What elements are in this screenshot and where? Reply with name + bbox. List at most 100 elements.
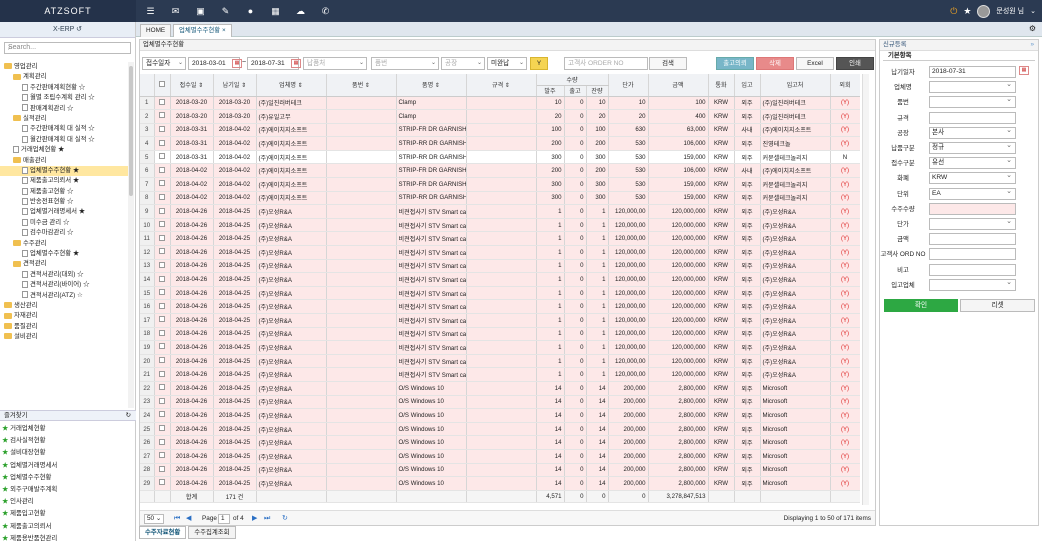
page-number-input[interactable]: 1 (218, 514, 230, 524)
table-row[interactable]: 21 2018-04-26 2018-04-25 (주)오성R&A 비젼접사기 STV … (140, 367, 860, 382)
refresh-icon[interactable]: ↻ (125, 412, 131, 419)
ship-request-button[interactable]: 출고의뢰 (716, 57, 754, 70)
date-to-input[interactable]: 2018-07-31 (247, 57, 299, 70)
col-out-qty[interactable]: 출고 (564, 85, 587, 97)
field-input[interactable] (929, 111, 1016, 124)
tree-item[interactable]: 견적서관리(바이어) ☆ (0, 280, 128, 290)
field-select[interactable] (929, 95, 1016, 109)
col-spec[interactable]: 규격 ⇕ (466, 74, 537, 97)
col-part-no[interactable]: 품번 ⇕ (326, 74, 397, 97)
excel-button[interactable]: Excel (796, 57, 834, 70)
col-due-date[interactable]: 납기일 ⇕ (213, 74, 257, 97)
row-checkbox[interactable] (154, 327, 171, 342)
row-checkbox[interactable] (154, 245, 171, 260)
table-row[interactable]: 5 2018-03-31 2018-04-02 (주)에이치지소프트 STRIP-RR … (140, 150, 860, 165)
tree-item[interactable]: 주간판매계획현황 ☆ (0, 83, 128, 93)
tab-order-data[interactable]: 수주자료현황 (139, 526, 187, 539)
table-row[interactable]: 6 2018-04-02 2018-04-02 (주)에이치지소프트 STRIP-FR … (140, 163, 860, 179)
field-select[interactable]: EA (929, 187, 1016, 200)
tree-item[interactable]: 주간판매계획 대 실적 ☆ (0, 124, 128, 134)
field-select[interactable]: 본사 (929, 126, 1016, 139)
select-all-checkbox[interactable] (154, 74, 171, 97)
delete-button[interactable]: 삭제 (756, 57, 794, 70)
tree-item[interactable]: 월간판매계획 대 실적 ☆ (0, 135, 128, 145)
table-row[interactable]: 3 2018-03-31 2018-04-02 (주)에이치지소프트 STRIP-FR … (140, 123, 860, 138)
row-checkbox[interactable] (154, 150, 171, 165)
phone-icon[interactable]: ✆ (321, 6, 330, 16)
favorite-item[interactable]: ★ 인사관리 (2, 498, 34, 506)
factory-select[interactable]: 공장 ⌄ (441, 57, 485, 70)
tree-folder[interactable]: 영업관리 (0, 62, 128, 72)
row-checkbox[interactable] (154, 136, 171, 151)
shipment-status-select[interactable]: 미완납 ⌄ (487, 57, 527, 70)
calendar-icon[interactable]: ▦ (291, 59, 301, 68)
row-checkbox[interactable] (154, 231, 171, 247)
tree-item[interactable]: 제품출고현황 ☆ (0, 187, 128, 197)
favorite-item[interactable]: ★ 외주구매발주계획 (2, 485, 58, 493)
search-input[interactable]: Search... ⌕ (4, 42, 131, 54)
grid-scrollbar[interactable] (862, 74, 869, 505)
y-toggle-button[interactable]: Y (530, 57, 548, 70)
tree-item[interactable]: 검수마감관리 ☆ (0, 228, 128, 238)
row-checkbox[interactable] (154, 463, 171, 478)
tree-item[interactable]: 업체별거래명세서 ★ (0, 207, 128, 217)
tree-item[interactable]: 거래업체현황 ★ (0, 145, 128, 155)
row-checkbox[interactable] (154, 476, 171, 491)
reset-button[interactable]: 리셋 (960, 299, 1035, 312)
field-select[interactable] (929, 80, 1016, 94)
field-input[interactable] (929, 248, 1016, 261)
search-button[interactable]: 검색 (649, 57, 687, 70)
favorite-item[interactable]: ★ 제품용반품현관리 (2, 534, 58, 542)
close-icon[interactable]: × (221, 27, 226, 34)
col-receiver[interactable]: 입고처 (760, 74, 831, 97)
tree-folder[interactable]: 품질관리 (0, 322, 128, 332)
prev-page-icon[interactable]: ◀ (186, 515, 192, 522)
first-page-icon[interactable]: ⏮ (174, 515, 181, 522)
table-row[interactable]: 15 2018-04-26 2018-04-25 (주)오성R&A 비젼접사기 STV … (140, 286, 860, 301)
col-remain-qty[interactable]: 잔량 (586, 85, 609, 97)
col-company[interactable]: 업체명 ⇕ (256, 74, 327, 97)
table-row[interactable]: 2 2018-03-20 2018-03-20 (주)유일고무 Clamp 20 0 20 20… (140, 109, 860, 124)
search-icon[interactable]: ⌕ (8, 43, 13, 52)
row-checkbox[interactable] (154, 395, 171, 410)
date-type-select[interactable]: 접수일자 ⌄ (142, 57, 186, 70)
confirm-button[interactable]: 확인 (884, 299, 958, 312)
row-checkbox[interactable] (154, 96, 171, 111)
favorite-item[interactable]: ★ 업체별거래명세서 (2, 461, 58, 469)
tab-order-status[interactable]: 업체별수주현황 × (173, 24, 232, 37)
favorite-item[interactable]: ★ 제품입고현황 (2, 510, 46, 518)
row-checkbox[interactable] (154, 109, 171, 124)
tree-folder[interactable]: 수주관리 (0, 239, 128, 249)
favorite-item[interactable]: ★ 업체별수주현황 (2, 473, 52, 481)
partner-select[interactable]: 납품처 ⌄ (303, 57, 367, 70)
tree-item[interactable]: 반송전표현황 ☆ (0, 197, 128, 207)
order-no-input[interactable]: 고객사 ORDER NO (564, 57, 648, 70)
settings-icon[interactable]: ⚙ (1028, 24, 1036, 33)
favorite-item[interactable]: ★ 설비대장현황 (2, 449, 46, 457)
table-row[interactable]: 29 2018-04-26 2018-04-25 (주)오성R&A O/S Window… (140, 476, 860, 491)
row-checkbox[interactable] (154, 408, 171, 423)
row-checkbox[interactable] (154, 259, 171, 274)
calendar-icon[interactable]: ▦ (232, 59, 242, 68)
col-recv-date[interactable]: 접수일 ⇕ (170, 74, 214, 97)
table-row[interactable]: 25 2018-04-26 2018-04-25 (주)오성R&A O/S Window… (140, 422, 860, 437)
tree-item[interactable]: 업체별수주현황 ★ (0, 249, 128, 259)
tree-folder[interactable]: 실적관리 (0, 114, 128, 124)
table-row[interactable]: 11 2018-04-26 2018-04-25 (주)오성R&A 비젼접사기 STV … (140, 231, 860, 247)
row-checkbox[interactable] (154, 204, 171, 219)
field-select[interactable]: 정규 (929, 141, 1016, 154)
calendar-icon[interactable]: ▦ (271, 6, 280, 16)
table-row[interactable]: 16 2018-04-26 2018-04-25 (주)오성R&A 비젼접사기 STV … (140, 299, 860, 314)
row-checkbox[interactable] (154, 163, 171, 179)
field-select[interactable] (929, 278, 1016, 291)
table-row[interactable]: 19 2018-04-26 2018-04-25 (주)오성R&A 비젼접사기 STV … (140, 340, 860, 355)
row-checkbox[interactable] (154, 218, 171, 233)
table-row[interactable]: 9 2018-04-26 2018-04-25 (주)오성R&A 비젼접사기 STV S… (140, 204, 860, 219)
edit-icon[interactable]: ✎ (221, 6, 230, 16)
chat-icon[interactable]: ● (247, 6, 254, 16)
table-row[interactable]: 8 2018-04-02 2018-04-02 (주)에이치지소프트 STRIP-RR … (140, 191, 860, 206)
id-card-icon[interactable]: ▣ (196, 6, 205, 16)
table-row[interactable]: 13 2018-04-26 2018-04-25 (주)오성R&A 비젼접사기 STV … (140, 259, 860, 274)
sidebar-scrollbar[interactable] (128, 62, 134, 408)
table-row[interactable]: 14 2018-04-26 2018-04-25 (주)오성R&A 비젼접사기 STV … (140, 272, 860, 287)
